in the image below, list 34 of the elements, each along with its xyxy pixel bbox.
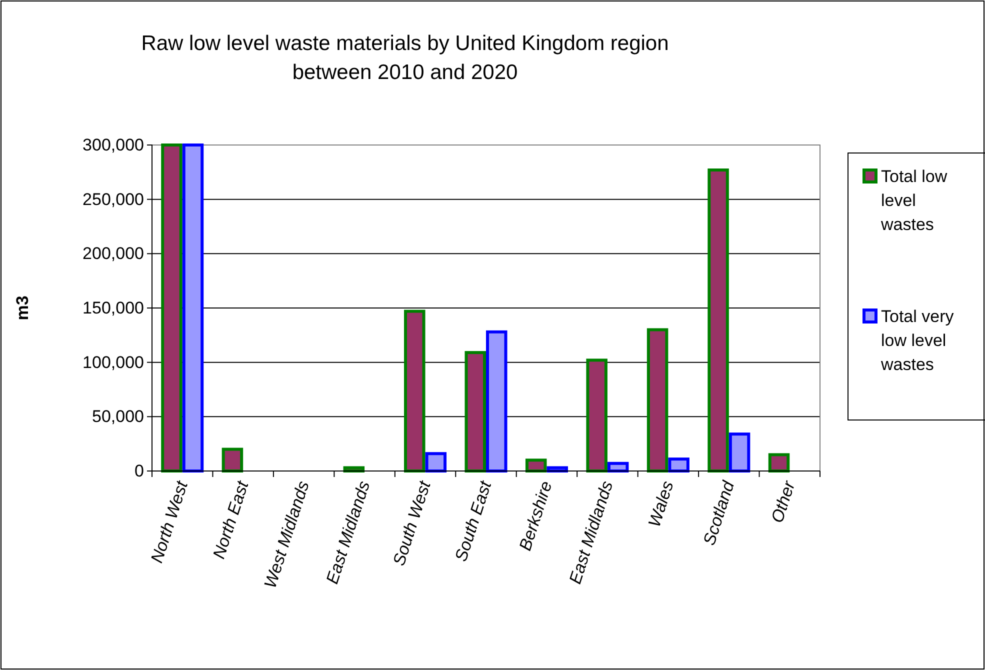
bar <box>586 358 608 472</box>
bar <box>728 432 750 472</box>
y-tick-label: 100,000 <box>82 352 144 372</box>
y-tick-label: 300,000 <box>82 135 144 154</box>
y-tick-label: 200,000 <box>82 244 144 264</box>
bar <box>646 328 668 472</box>
y-tick-label: 150,000 <box>82 298 144 318</box>
bar <box>161 144 182 472</box>
x-tick-label: Other <box>768 478 800 526</box>
bar <box>525 458 547 472</box>
x-tick-label: South East <box>451 478 496 564</box>
bar <box>486 330 508 472</box>
bar <box>607 462 629 472</box>
x-tick-label: North West <box>147 478 192 566</box>
bar <box>343 466 365 472</box>
bar <box>546 466 568 472</box>
y-tick-label: 0 <box>134 461 144 480</box>
bar <box>182 144 204 472</box>
x-tick-label: South West <box>389 478 435 568</box>
bar <box>222 448 244 472</box>
bar <box>404 310 426 472</box>
legend-label: Total low level wastes <box>880 167 948 234</box>
bar <box>425 452 447 472</box>
y-tick-label: 50,000 <box>92 407 144 426</box>
x-tick-label: North East <box>209 478 253 562</box>
x-tick-label: Wales <box>644 478 678 530</box>
legend-label: Total very low level wastes <box>880 307 954 374</box>
bar <box>708 168 729 472</box>
bar <box>768 453 790 472</box>
y-tick-label: 250,000 <box>82 190 144 209</box>
chart-title: Raw low level waste materials by United Kingdom region between 2010 and 2020 <box>141 32 669 84</box>
y-axis-title: m3 <box>13 296 32 320</box>
bar <box>668 458 690 472</box>
bar <box>464 351 486 472</box>
